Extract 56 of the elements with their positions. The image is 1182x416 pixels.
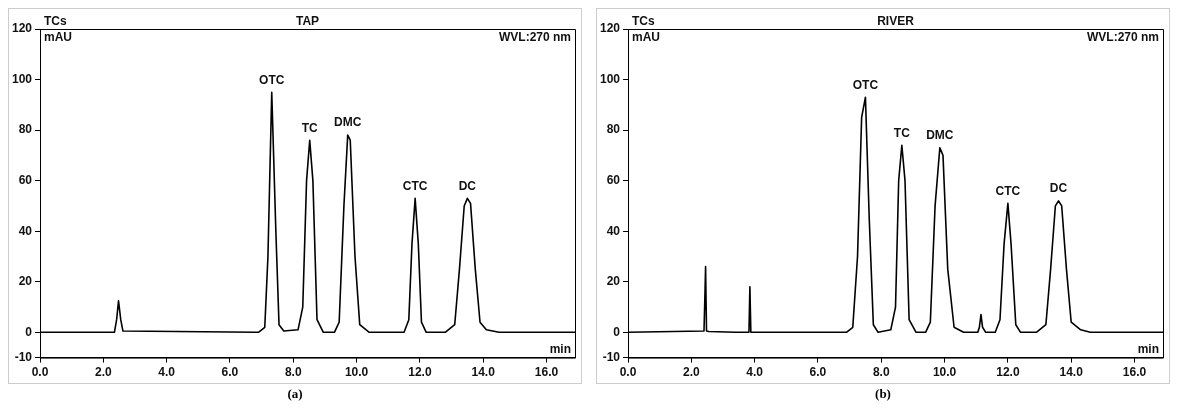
x-tick-label: 10.0 <box>344 365 369 380</box>
y-tick-label: 20 <box>18 274 33 289</box>
chart-title: TAP <box>295 14 320 29</box>
annotation: CTC <box>995 183 1021 198</box>
annotation: TC <box>301 120 319 135</box>
annotation: CTC <box>402 178 428 193</box>
x-tick-label: 16.0 <box>1122 365 1147 380</box>
annotation: DC <box>458 178 477 193</box>
y-tick-label: -10 <box>602 349 621 364</box>
text: TCs <box>44 14 68 29</box>
x-tick-label: 6.0 <box>809 365 827 380</box>
x-tick-label: 0.0 <box>619 365 637 380</box>
x-axis-title: min <box>1137 341 1159 356</box>
chart-title: RIVER <box>877 14 915 29</box>
y-tick-label: 80 <box>18 122 33 137</box>
annotation: TC <box>893 125 911 140</box>
x-tick-label: 12.0 <box>996 365 1020 380</box>
x-tick-label: 4.0 <box>746 365 764 380</box>
x-tick-label: 2.0 <box>94 365 112 380</box>
x-tick-label: 10.0 <box>932 365 957 380</box>
text: TCs <box>632 14 656 29</box>
y-tick-label: 120 <box>599 21 621 36</box>
y-axis-title: mAU <box>44 30 73 45</box>
x-tick-label: 14.0 <box>1059 365 1084 380</box>
x-tick-label: 16.0 <box>534 365 559 380</box>
y-tick-label: 0 <box>613 324 621 339</box>
y-tick-label: 100 <box>599 71 621 86</box>
x-tick-label: 6.0 <box>221 365 239 380</box>
annotation: OTC <box>852 77 879 92</box>
y-tick-label: 60 <box>606 172 621 187</box>
text: (b) <box>875 386 891 402</box>
x-tick-label: 8.0 <box>284 365 302 380</box>
annotation: OTC <box>259 72 285 87</box>
x-tick-label: 0.0 <box>31 365 49 380</box>
y-tick-label: 40 <box>18 223 33 238</box>
y-tick-label: 80 <box>606 122 621 137</box>
y-tick-label: 40 <box>606 223 621 238</box>
annotation: WVL:270 nm <box>1086 30 1159 45</box>
x-tick-label: 14.0 <box>471 365 496 380</box>
y-tick-label: 120 <box>11 21 33 36</box>
y-tick-label: 20 <box>606 274 621 289</box>
annotation: DMC <box>334 115 362 130</box>
x-tick-label: 8.0 <box>872 365 890 380</box>
y-tick-label: -10 <box>14 349 33 364</box>
annotation: WVL:270 nm <box>498 30 571 45</box>
text: (a) <box>287 386 303 402</box>
y-tick-label: 60 <box>18 172 33 187</box>
x-axis-title: min <box>549 341 571 356</box>
x-tick-label: 2.0 <box>682 365 700 380</box>
x-tick-label: 4.0 <box>158 365 176 380</box>
annotation: DMC <box>926 128 954 143</box>
annotation: DC <box>1049 181 1068 196</box>
x-tick-label: 12.0 <box>408 365 432 380</box>
y-tick-label: 0 <box>25 324 33 339</box>
y-tick-label: 100 <box>11 71 33 86</box>
y-axis-title: mAU <box>632 30 661 45</box>
